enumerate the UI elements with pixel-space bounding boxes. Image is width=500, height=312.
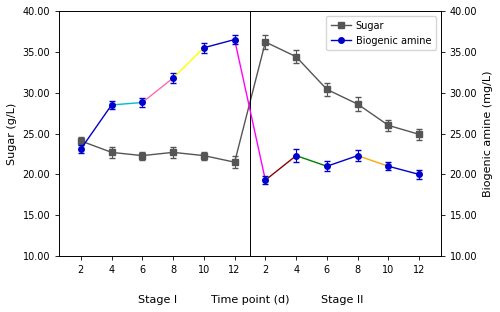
- Text: Stage II: Stage II: [321, 295, 364, 305]
- Legend: Sugar, Biogenic amine: Sugar, Biogenic amine: [326, 16, 436, 51]
- X-axis label: Time point (d): Time point (d): [211, 295, 289, 305]
- Text: Stage I: Stage I: [138, 295, 177, 305]
- Y-axis label: Biogenic amine (mg/L): Biogenic amine (mg/L): [483, 70, 493, 197]
- Y-axis label: Sugar (g/L): Sugar (g/L): [7, 102, 17, 165]
